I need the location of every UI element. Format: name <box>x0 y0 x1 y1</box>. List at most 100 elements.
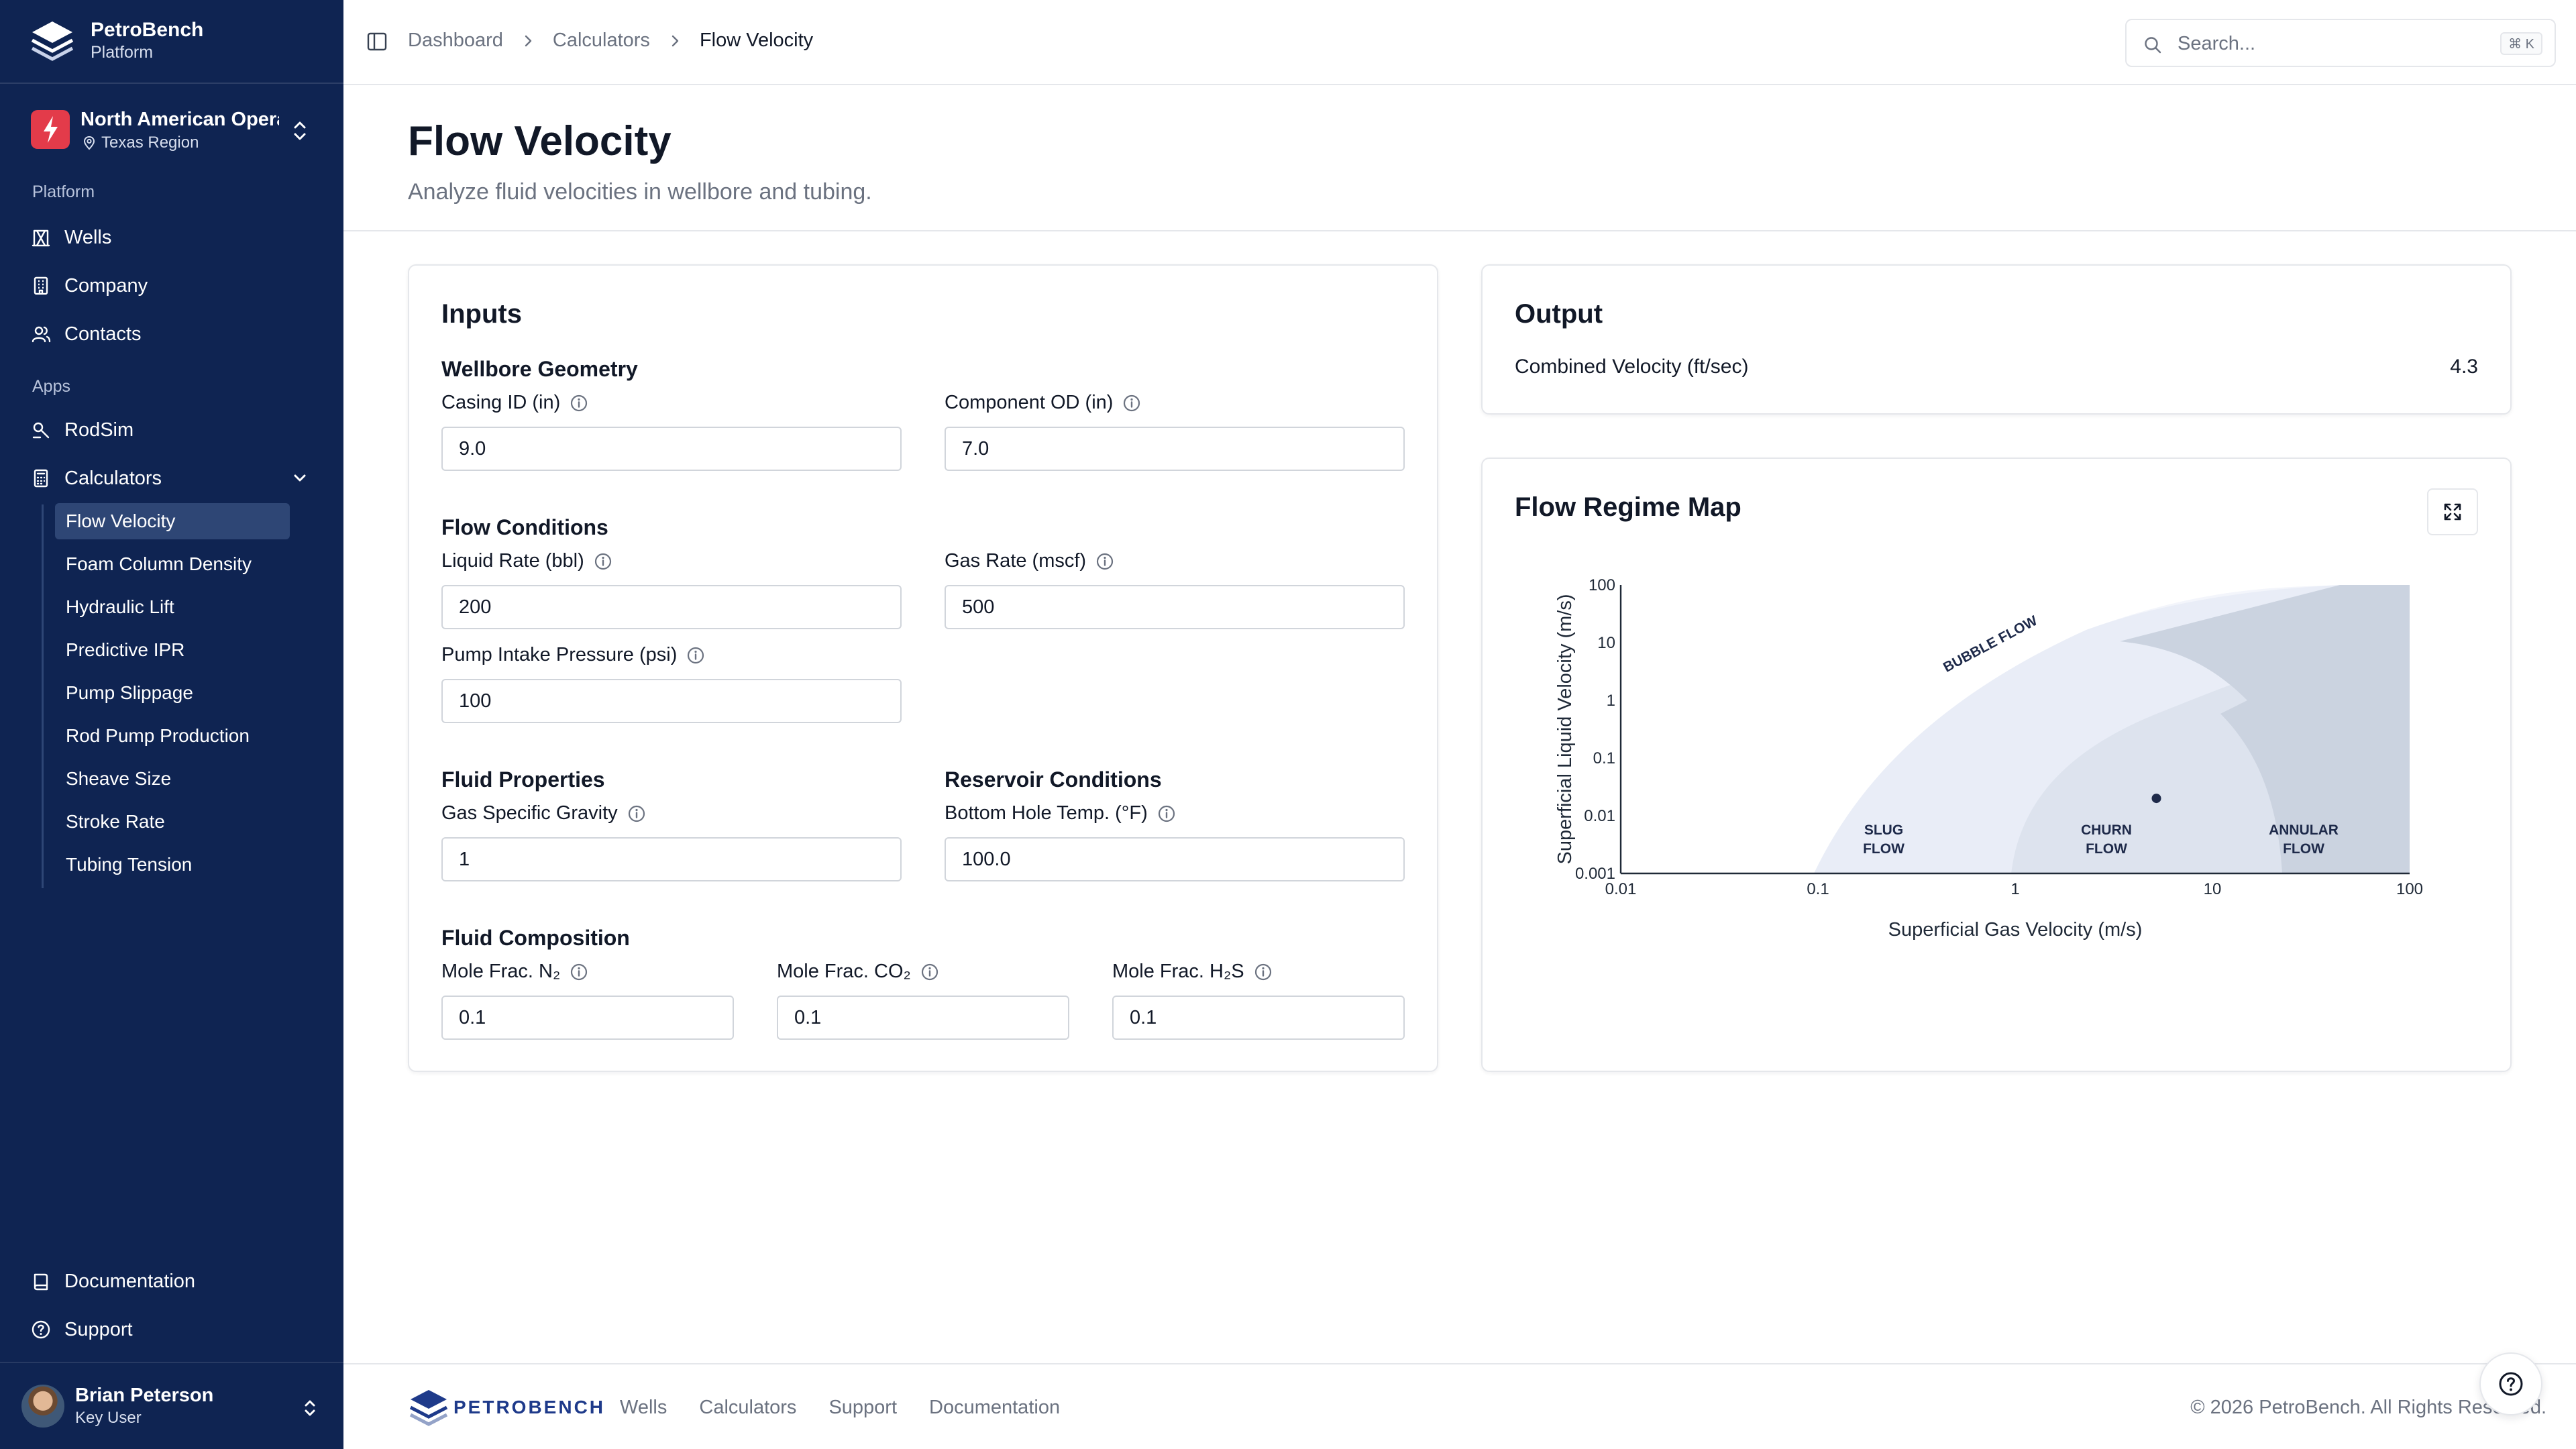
liquid-rate-label-text: Liquid Rate (bbl) <box>441 550 584 572</box>
search-input[interactable] <box>2178 30 2466 58</box>
fluid-properties-title: Fluid Properties <box>441 767 605 792</box>
mole-frac-co2-label: Mole Frac. CO₂ <box>777 961 939 983</box>
reservoir-conditions-title: Reservoir Conditions <box>945 767 1162 792</box>
region-label-annular-flow-line: ANNULAR <box>2269 822 2339 838</box>
sidebar-item-rodsim[interactable]: RodSim <box>31 413 133 447</box>
chevron-down-icon[interactable] <box>290 468 310 488</box>
search-box[interactable]: ⌘ K <box>2125 19 2556 67</box>
liquid-rate-input[interactable] <box>441 585 902 629</box>
info-icon[interactable] <box>1095 552 1114 571</box>
chevron-right-icon <box>525 35 532 46</box>
gas-specific-gravity-label: Gas Specific Gravity <box>441 802 646 824</box>
casing-id-label-text: Casing ID (in) <box>441 392 561 413</box>
search-shortcut-badge: ⌘ K <box>2500 32 2542 55</box>
org-switcher[interactable]: North American Operations Texas Region <box>0 101 343 161</box>
user-menu[interactable]: Brian Peterson Key User <box>0 1362 343 1449</box>
user-name: Brian Peterson <box>75 1385 214 1406</box>
sidebar-item-documentation[interactable]: Documentation <box>31 1264 195 1299</box>
sidebar-item-company[interactable]: Company <box>31 268 148 303</box>
sidebar-toggle-icon[interactable] <box>366 31 388 52</box>
info-icon[interactable] <box>570 963 588 981</box>
y-tick-label: 0.01 <box>1584 807 1615 825</box>
calculator-item-predictive-ipr[interactable]: Predictive IPR <box>66 639 185 660</box>
expand-chart-button[interactable] <box>2427 488 2478 535</box>
footer-links: Wells Calculators Support Documentation <box>620 1397 1060 1419</box>
breadcrumb-calculators[interactable]: Calculators <box>552 30 650 51</box>
breadcrumb: Dashboard Calculators Flow Velocity <box>408 30 813 52</box>
x-tick-label: 10 <box>2204 880 2222 898</box>
operating-point <box>2151 794 2161 804</box>
sidebar-item-contacts[interactable]: Contacts <box>31 317 141 352</box>
info-icon[interactable] <box>570 394 588 413</box>
brand-header[interactable]: PetroBench Platform <box>0 0 343 84</box>
gas-rate-input[interactable] <box>945 585 1405 629</box>
component-od-input[interactable] <box>945 427 1405 471</box>
pump-intake-pressure-input[interactable] <box>441 679 902 723</box>
help-button[interactable] <box>2479 1352 2542 1415</box>
y-axis-ticks: 0.001 0.01 0.1 1 10 100 <box>1575 576 1615 883</box>
mole-frac-n2-label-text: Mole Frac. N₂ <box>441 961 561 982</box>
org-region-label: Texas Region <box>101 133 199 152</box>
sidebar-item-wells[interactable]: Wells <box>31 220 111 255</box>
calculator-item-rod-pump-production[interactable]: Rod Pump Production <box>66 725 250 746</box>
mole-frac-h2s-input[interactable] <box>1112 996 1405 1040</box>
gas-rate-label-text: Gas Rate (mscf) <box>945 550 1087 572</box>
calculator-item-foam-column-density[interactable]: Foam Column Density <box>66 553 252 574</box>
gas-specific-gravity-label-text: Gas Specific Gravity <box>441 802 618 824</box>
org-bolt-icon <box>31 110 70 149</box>
region-label-churn-flow-line: CHURN <box>2081 822 2132 838</box>
building-icon <box>34 276 48 295</box>
component-od-label-text: Component OD (in) <box>945 392 1114 413</box>
breadcrumb-current: Flow Velocity <box>699 30 814 51</box>
casing-id-input[interactable] <box>441 427 902 471</box>
petrobench-logo-icon <box>31 21 74 61</box>
footer-link-documentation[interactable]: Documentation <box>929 1397 1061 1418</box>
page-subtitle: Analyze fluid velocities in wellbore and… <box>408 179 872 205</box>
info-icon[interactable] <box>594 552 612 571</box>
info-icon[interactable] <box>627 804 646 823</box>
region-label-slug-flow-line: FLOW <box>1863 841 1904 857</box>
calculator-item-stroke-rate[interactable]: Stroke Rate <box>66 811 165 832</box>
calculator-item-hydraulic-lift[interactable]: Hydraulic Lift <box>66 596 174 617</box>
mole-frac-n2-input[interactable] <box>441 996 734 1040</box>
sidebar-item-support[interactable]: Support <box>31 1312 133 1347</box>
chevrons-up-down-icon[interactable] <box>290 117 310 144</box>
footer-link-support[interactable]: Support <box>828 1397 898 1418</box>
inputs-title: Inputs <box>441 299 522 329</box>
fluid-composition-title: Fluid Composition <box>441 926 630 950</box>
page-header: Flow Velocity Analyze fluid velocities i… <box>343 85 2576 231</box>
calculator-item-tubing-tension[interactable]: Tubing Tension <box>66 854 193 875</box>
info-icon[interactable] <box>1157 804 1176 823</box>
sidebar-item-calculators[interactable]: Calculators <box>31 461 162 496</box>
combined-velocity-label: Combined Velocity (ft/sec) <box>1515 356 1749 378</box>
mole-frac-co2-label-text: Mole Frac. CO₂ <box>777 961 911 982</box>
y-tick-label: 0.1 <box>1593 749 1615 767</box>
info-icon[interactable] <box>1254 963 1273 981</box>
petrobench-logo-icon <box>409 1390 448 1426</box>
footer-link-calculators[interactable]: Calculators <box>699 1397 797 1418</box>
gas-specific-gravity-input[interactable] <box>441 837 902 881</box>
wells-icon <box>32 229 50 247</box>
bottom-hole-temp-input[interactable] <box>945 837 1405 881</box>
sidebar-item-label: Support <box>64 1318 133 1340</box>
chevrons-up-down-icon[interactable] <box>302 1397 318 1419</box>
brand-subtitle: Platform <box>91 43 154 62</box>
info-icon[interactable] <box>920 963 939 981</box>
calculator-item-pump-slippage[interactable]: Pump Slippage <box>66 682 193 703</box>
wellbore-geometry-title: Wellbore Geometry <box>441 357 638 381</box>
y-tick-label: 0.001 <box>1575 865 1615 883</box>
mole-frac-co2-input[interactable] <box>777 996 1069 1040</box>
flow-regime-map-card: Flow Regime Map 0.001 0.01 0.1 1 10 100 0.01 0… <box>1481 458 2512 1072</box>
mole-frac-h2s-label: Mole Frac. H₂S <box>1112 961 1273 983</box>
topbar: Dashboard Calculators Flow Velocity ⌘ K <box>343 0 2576 85</box>
casing-id-label: Casing ID (in) <box>441 392 588 414</box>
footer-link-wells[interactable]: Wells <box>620 1397 667 1418</box>
calculator-item-flow-velocity[interactable]: Flow Velocity <box>55 503 290 539</box>
page-title: Flow Velocity <box>408 118 672 164</box>
calculator-item-sheave-size[interactable]: Sheave Size <box>66 768 172 789</box>
info-icon[interactable] <box>1122 394 1141 413</box>
breadcrumb-dashboard[interactable]: Dashboard <box>408 30 503 51</box>
help-icon <box>32 1320 50 1339</box>
info-icon[interactable] <box>686 646 705 665</box>
sidebar-item-label: Company <box>64 274 148 297</box>
